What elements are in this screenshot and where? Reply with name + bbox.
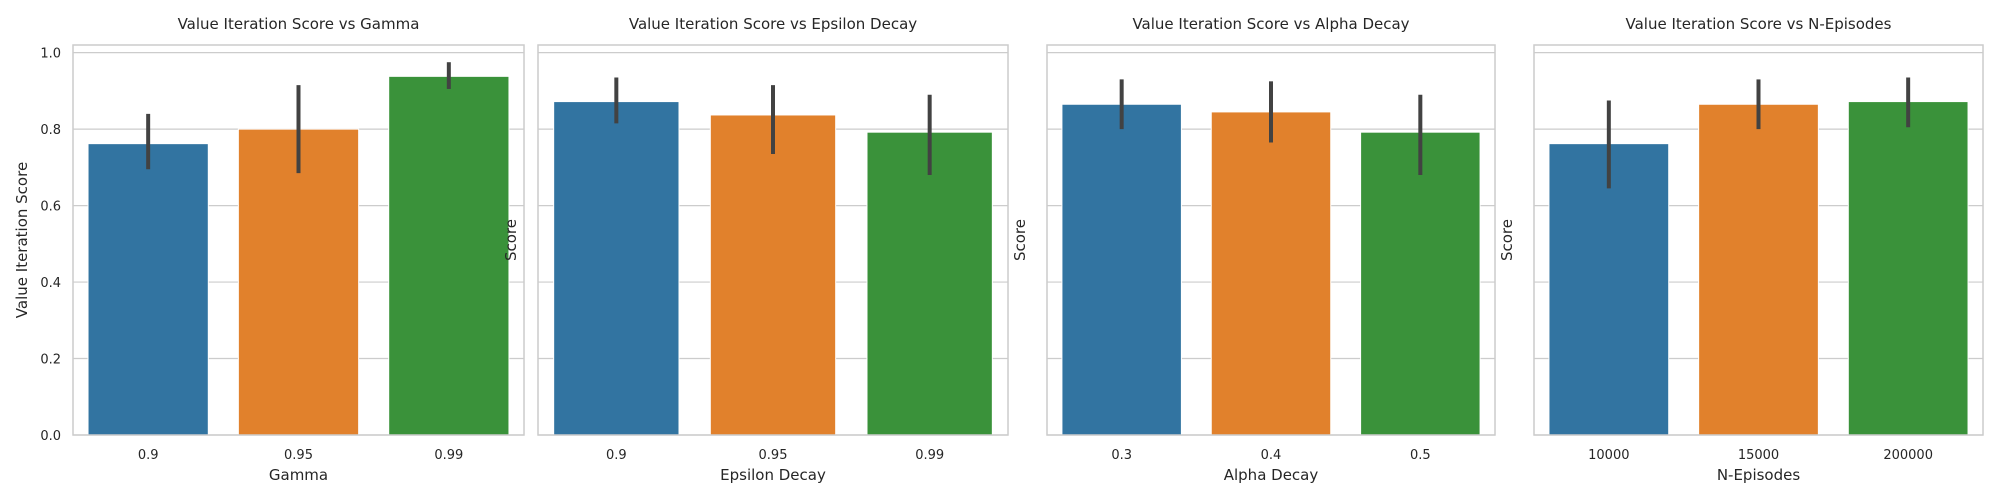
panel-title: Value Iteration Score vs Epsilon Decay xyxy=(629,15,917,33)
x-tick-label: 0.9 xyxy=(138,448,159,463)
y-axis-label: Score xyxy=(1011,219,1029,261)
plot-area: 10000 15000 200000 xyxy=(1533,44,1984,463)
x-axis-label: Gamma xyxy=(269,466,328,484)
y-tick-label: 1.0 xyxy=(40,47,61,62)
bar xyxy=(866,131,993,436)
x-tick-label: 0.9 xyxy=(606,448,627,463)
x-axis-label: Alpha Decay xyxy=(1224,466,1319,484)
panel-title: Value Iteration Score vs N-Episodes xyxy=(1626,15,1892,33)
y-tick-label: 0.4 xyxy=(40,276,61,291)
bar xyxy=(87,143,209,436)
y-axis-label: Score xyxy=(502,219,520,261)
panel-epsilon-decay: 0.9 0.95 0.99 Value Iteration Score vs Eps… xyxy=(502,15,1009,484)
plot-area: 0.9 0.95 0.99 0.0 0.2 0.4 0.6 0.8 1.0 xyxy=(40,44,525,463)
bar xyxy=(1548,143,1670,436)
bar xyxy=(1061,103,1182,436)
bar xyxy=(237,128,360,436)
y-axis-label: Value Iteration Score xyxy=(13,162,31,318)
x-axis-label: Epsilon Decay xyxy=(720,466,826,484)
bar xyxy=(1210,111,1332,436)
x-tick-label: 10000 xyxy=(1588,448,1629,463)
bar xyxy=(1698,103,1819,436)
x-tick-label: 200000 xyxy=(1883,448,1933,463)
panel-title: Value Iteration Score vs Alpha Decay xyxy=(1132,15,1409,33)
axes-frame xyxy=(537,44,1009,436)
y-tick-label: 0.0 xyxy=(40,429,61,444)
x-tick-label: 0.95 xyxy=(759,448,788,463)
panel-title: Value Iteration Score vs Gamma xyxy=(178,15,420,33)
bar xyxy=(388,75,510,436)
plot-area: 0.3 0.4 0.5 xyxy=(1046,44,1496,463)
bar xyxy=(1847,101,1969,436)
y-tick-label: 0.8 xyxy=(40,123,61,138)
panel-n-episodes: 10000 15000 200000 Value Iteration Score v… xyxy=(1498,15,1984,484)
x-tick-label: 0.5 xyxy=(1410,448,1431,463)
axes-frame xyxy=(1046,44,1496,436)
x-axis-label: N-Episodes xyxy=(1717,466,1801,484)
bar xyxy=(709,114,837,436)
x-tick-label: 0.99 xyxy=(434,448,463,463)
bar xyxy=(553,101,680,436)
axes-frame xyxy=(72,44,525,436)
x-tick-label: 0.99 xyxy=(915,448,944,463)
x-tick-label: 15000 xyxy=(1738,448,1779,463)
y-axis-label: Score xyxy=(1498,219,1516,261)
bar xyxy=(1360,131,1481,436)
axes-frame xyxy=(1533,44,1984,436)
x-tick-label: 0.4 xyxy=(1261,448,1282,463)
x-tick-label: 0.95 xyxy=(284,448,313,463)
x-tick-label: 0.3 xyxy=(1111,448,1132,463)
y-tick-label: 0.6 xyxy=(40,200,61,215)
plot-area: 0.9 0.95 0.99 xyxy=(537,44,1009,463)
y-tick-label: 0.2 xyxy=(40,353,61,368)
panel-alpha-decay: 0.3 0.4 0.5 Value Iteration Score vs Alpha… xyxy=(1011,15,1496,484)
panel-gamma: 0.9 0.95 0.99 0.0 0.2 0.4 0.6 0.8 1.0 Value Iter… xyxy=(13,15,525,484)
